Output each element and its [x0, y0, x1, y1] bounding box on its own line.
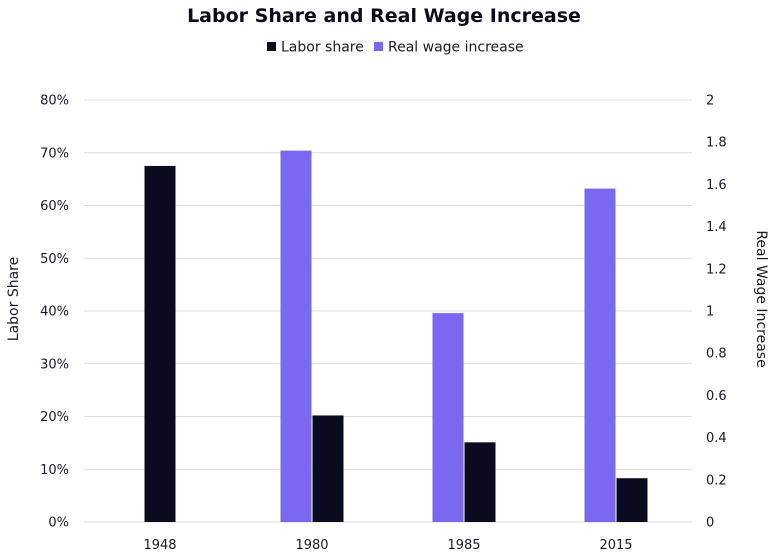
left-axis-ticks: 0% 10% 20% 30% 40% 50% 60% 70% 80% [40, 94, 69, 531]
y-tick-label-right: 0.4 [706, 431, 727, 446]
bar-real-wage-increase [432, 313, 464, 522]
y-tick-label-left: 40% [40, 305, 69, 320]
y-axis-title-left: Labor Share [6, 257, 22, 341]
right-axis-ticks: 0 0.2 0.4 0.6 0.8 1 1.2 1.4 1.6 1.8 2 [706, 94, 727, 531]
y-tick-label-left: 30% [40, 357, 69, 372]
x-tick-label: 1985 [447, 538, 480, 553]
x-tick-label: 2015 [599, 538, 632, 553]
y-tick-label-left: 70% [40, 146, 69, 161]
y-tick-label-right: 0.8 [706, 347, 727, 362]
y-tick-label-right: 1.4 [706, 220, 727, 235]
legend-swatch-labor-share [267, 42, 276, 51]
y-tick-label-left: 10% [40, 463, 69, 478]
bar-labor-share [464, 442, 496, 522]
legend: Labor share Real wage increase [267, 40, 524, 56]
y-tick-label-left: 0% [48, 516, 69, 531]
chart-title: Labor Share and Real Wage Increase [187, 5, 581, 27]
y-axis-title-right: Real Wage Increase [753, 230, 768, 367]
y-tick-label-right: 1 [706, 305, 714, 320]
y-tick-label-right: 1.2 [706, 262, 727, 277]
bars [144, 150, 648, 522]
y-tick-label-left: 60% [40, 199, 69, 214]
y-tick-label-right: 0.2 [706, 473, 727, 488]
y-tick-label-left: 80% [40, 94, 69, 109]
bar-labor-share [616, 478, 648, 522]
bar-real-wage-increase [280, 150, 312, 522]
y-tick-label-right: 0 [706, 516, 714, 531]
gridlines [84, 99, 692, 523]
x-tick-label: 1980 [295, 538, 328, 553]
legend-label-real-wage: Real wage increase [388, 40, 524, 56]
y-tick-label-right: 1.6 [706, 178, 727, 193]
bar-real-wage-increase [584, 188, 616, 522]
bar-labor-share [144, 165, 176, 522]
legend-label-labor-share: Labor share [281, 40, 364, 56]
y-tick-label-left: 20% [40, 410, 69, 425]
y-tick-label-right: 0.6 [706, 389, 727, 404]
x-tick-label: 1948 [143, 538, 176, 553]
bar-labor-share [312, 415, 344, 522]
y-tick-label-right: 1.8 [706, 136, 727, 151]
x-axis-ticks: 1948 1980 1985 2015 [143, 538, 632, 553]
legend-swatch-real-wage [374, 42, 383, 51]
y-tick-label-right: 2 [706, 94, 714, 109]
y-tick-label-left: 50% [40, 252, 69, 267]
